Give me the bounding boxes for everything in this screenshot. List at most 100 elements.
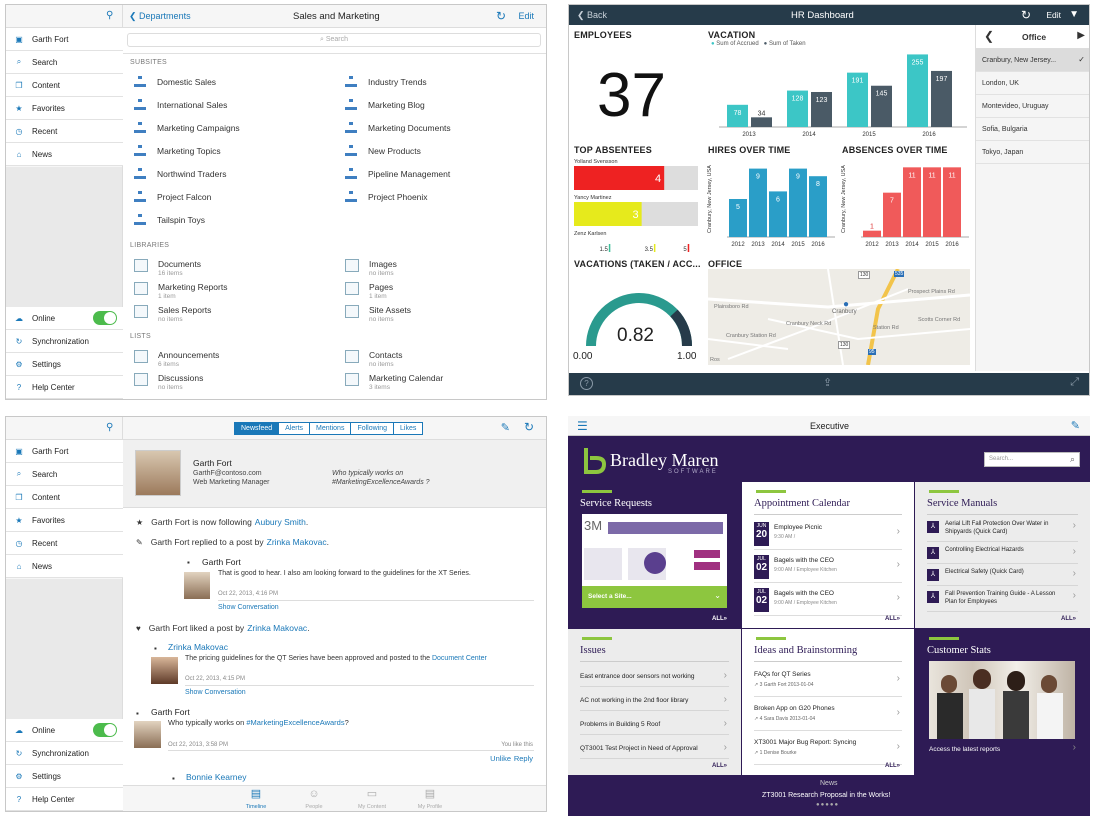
reply-author[interactable]: Bonnie Kearney	[186, 772, 247, 782]
subsite-item[interactable]: International Sales	[134, 99, 227, 111]
all-link[interactable]: ALL»	[884, 616, 900, 622]
chart-bar[interactable]	[809, 176, 827, 237]
chart-bar[interactable]	[729, 199, 747, 237]
manual-item[interactable]: ⅄ Electrical Safety (Quick Card) ›	[927, 566, 1078, 586]
sidebar-item-settings[interactable]: ⚙ Settings	[6, 353, 123, 376]
appointment-item[interactable]: JUL 02 Bagels with the CEO 9:00 AM / Employ…	[754, 586, 902, 616]
vacation-bar[interactable]	[847, 72, 868, 127]
sidebar-item-recent[interactable]: ◷ Recent	[6, 532, 123, 555]
subsite-item[interactable]: New Products	[345, 145, 421, 157]
library-item[interactable]: Images no items	[345, 259, 397, 277]
chart-bar[interactable]	[769, 191, 787, 237]
next-icon[interactable]: ▶	[1077, 30, 1085, 41]
avatar[interactable]	[151, 657, 178, 684]
vacation-bar[interactable]	[871, 85, 892, 127]
show-conversation-link[interactable]: Show Conversation	[185, 689, 246, 696]
appointment-item[interactable]: JUL 02 Bagels with the CEO 9:00 AM / Employ…	[754, 553, 902, 583]
subsite-item[interactable]: Northwind Traders	[134, 168, 226, 180]
issue-item[interactable]: East entrance door sensors not working	[580, 667, 729, 687]
sidebar-item-favorites[interactable]: ★ Favorites	[6, 97, 123, 120]
online-toggle[interactable]	[93, 311, 117, 325]
office-item[interactable]: London, UK	[976, 72, 1089, 95]
avatar[interactable]	[134, 721, 161, 748]
bottom-tab-my-profile[interactable]: ▤ My Profile	[401, 788, 459, 810]
prev-icon[interactable]: ❮	[984, 29, 995, 43]
library-item[interactable]: Marketing Reports 1 item	[134, 282, 227, 300]
person-link[interactable]: Zrinka Makovac	[266, 537, 327, 547]
vacation-bar[interactable]	[931, 70, 952, 127]
menu-icon[interactable]: ☰	[577, 419, 588, 433]
library-item[interactable]: Documents 16 items	[134, 259, 201, 277]
chart-bar[interactable]	[903, 167, 921, 237]
chart-bar[interactable]	[749, 168, 767, 237]
subsite-item[interactable]: Marketing Documents	[345, 122, 451, 134]
unlike-button[interactable]: Unlike	[490, 754, 511, 763]
vacation-bar[interactable]	[727, 104, 748, 127]
back-button[interactable]: ❮ Back	[577, 10, 608, 20]
vacation-bar[interactable]	[811, 91, 832, 127]
site-select[interactable]: Select a Site... ⌄	[582, 586, 727, 608]
office-map[interactable]: ● Cranbury Cranbury Neck Rd Prospect Pla…	[708, 269, 970, 365]
sidebar-item-news[interactable]: ⌂ News	[6, 555, 123, 578]
document-center-link[interactable]: Document Center	[431, 655, 487, 662]
compose-icon[interactable]: ✎	[500, 422, 510, 434]
avatar[interactable]	[184, 572, 210, 599]
tab-alerts[interactable]: Alerts	[279, 422, 311, 435]
issue-item[interactable]: Problems in Building 5 Roof	[580, 715, 729, 735]
all-link[interactable]: ALL»	[1060, 616, 1076, 622]
sidebar-item-sync[interactable]: ↻ Synchronization	[6, 330, 123, 353]
bottom-tab-timeline[interactable]: ▤ Timeline	[227, 788, 285, 810]
idea-item[interactable]: XT3001 Major Bug Report: Syncing ↗ 1 Deni…	[754, 735, 902, 765]
edit-button[interactable]: Edit	[518, 11, 534, 21]
tab-following[interactable]: Following	[351, 422, 395, 435]
news-banner[interactable]: News ZT3001 Research Proposal in the Wor…	[568, 776, 1090, 816]
subsite-item[interactable]: Pipeline Management	[345, 168, 450, 180]
office-item[interactable]: Montevideo, Uruguay	[976, 95, 1089, 118]
list-item[interactable]: Marketing Calendar 3 items	[345, 373, 443, 391]
map-pin-icon[interactable]: ●	[843, 299, 850, 310]
tab-likes[interactable]: Likes	[394, 422, 424, 435]
appointment-item[interactable]: JUN 20 Employee Picnic 9:30 AM / ›	[754, 520, 902, 550]
show-conversation-link[interactable]: Show Conversation	[218, 604, 279, 611]
tab-newsfeed[interactable]: Newsfeed	[234, 422, 280, 435]
sidebar-item-search[interactable]: ⌕ Search	[6, 463, 123, 486]
list-item[interactable]: Announcements 6 items	[134, 350, 219, 368]
refresh-icon[interactable]: ↻	[523, 420, 534, 434]
sidebar-item-online[interactable]: ☁ Online	[6, 719, 123, 742]
reply-button[interactable]: Reply	[513, 754, 533, 763]
all-link[interactable]: ALL»	[711, 763, 727, 769]
manual-item[interactable]: ⅄ Controlling Electrical Hazards ›	[927, 544, 1078, 564]
bottom-tab-people[interactable]: ☺ People	[285, 788, 343, 810]
chart-bar[interactable]	[789, 168, 807, 237]
person-link[interactable]: Aubury Smith	[254, 517, 306, 527]
chart-bar[interactable]	[923, 167, 941, 237]
share-icon[interactable]: ⇪	[823, 377, 833, 389]
office-item[interactable]: Tokyo, Japan	[976, 141, 1089, 164]
library-item[interactable]: Pages 1 item	[345, 282, 393, 300]
sidebar-item-content[interactable]: ❐ Content	[6, 74, 123, 97]
subsite-item[interactable]: Domestic Sales	[134, 76, 216, 88]
sidebar-user[interactable]: ▣ Garth Fort	[6, 440, 123, 463]
sidebar-item-online[interactable]: ☁ Online	[6, 307, 123, 330]
subsite-item[interactable]: Marketing Campaigns	[134, 122, 240, 134]
absentee-bar[interactable]	[574, 166, 665, 190]
bottom-tab-my-content[interactable]: ▭ My Content	[343, 788, 401, 810]
library-item[interactable]: Site Assets no items	[345, 305, 411, 323]
filter-icon[interactable]: ▼	[1069, 9, 1079, 20]
sidebar-item-help[interactable]: ? Help Center	[6, 788, 123, 811]
office-item[interactable]: Cranbury, New Jersey... ✓	[976, 49, 1089, 72]
manual-item[interactable]: ⅄ Aerial Lift Fall Protection Over Water …	[927, 518, 1078, 542]
subsite-item[interactable]: Marketing Blog	[345, 99, 425, 111]
fullscreen-icon[interactable]: ⤢	[1070, 376, 1079, 388]
list-item[interactable]: Contacts no items	[345, 350, 403, 368]
pin-icon[interactable]: ⚲	[106, 422, 114, 433]
library-item[interactable]: Sales Reports no items	[134, 305, 211, 323]
office-item[interactable]: Sofia, Bulgaria	[976, 118, 1089, 141]
vacation-bar[interactable]	[751, 117, 772, 127]
manual-item[interactable]: ⅄ Fall Prevention Training Guide - A Less…	[927, 588, 1078, 612]
list-item[interactable]: Discussions no items	[134, 373, 203, 391]
subsite-item[interactable]: Project Falcon	[134, 191, 211, 203]
carousel-dots[interactable]: ●●●●●	[816, 802, 840, 808]
chart-bar[interactable]	[883, 192, 901, 237]
reports-link[interactable]: Access the latest reports	[929, 746, 1001, 753]
